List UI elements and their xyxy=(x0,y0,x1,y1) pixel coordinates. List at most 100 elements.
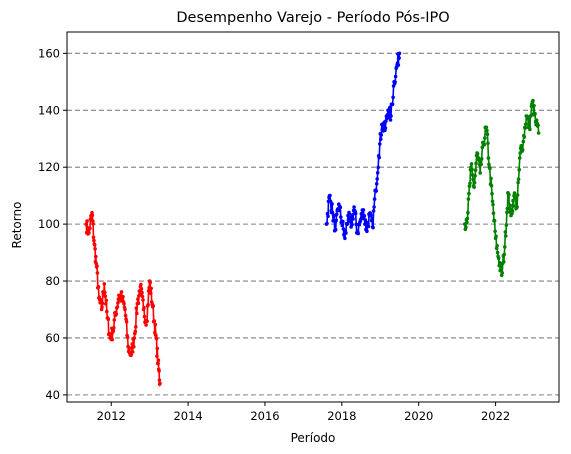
data-point xyxy=(118,293,123,297)
y-axis-label: Retorno xyxy=(10,202,24,249)
data-point xyxy=(139,282,143,287)
data-point xyxy=(135,311,139,316)
data-point xyxy=(116,301,120,305)
data-point xyxy=(505,210,509,215)
data-point xyxy=(390,102,395,107)
data-point xyxy=(134,306,139,310)
grid-lines xyxy=(67,52,559,396)
data-point xyxy=(124,319,129,324)
data-point xyxy=(491,211,496,215)
data-point xyxy=(378,142,382,146)
data-point xyxy=(334,212,339,217)
data-point xyxy=(486,156,491,160)
data-point xyxy=(397,51,402,56)
data-point xyxy=(91,219,95,223)
data-point xyxy=(154,333,158,337)
x-axis-label: Período xyxy=(291,431,336,445)
data-point xyxy=(517,167,521,172)
data-point xyxy=(141,298,145,302)
data-point xyxy=(334,218,339,223)
data-point xyxy=(504,234,508,238)
data-point xyxy=(511,198,515,203)
data-point xyxy=(489,183,494,188)
data-point xyxy=(134,325,138,329)
data-point xyxy=(483,136,487,140)
data-point xyxy=(339,215,343,219)
data-point xyxy=(471,177,475,182)
data-point xyxy=(156,358,161,363)
data-point xyxy=(397,56,401,60)
data-point xyxy=(375,171,380,175)
data-point xyxy=(531,98,535,103)
data-point xyxy=(356,231,361,236)
x-tick-label: 2016 xyxy=(250,409,279,423)
data-point xyxy=(146,289,151,293)
data-point xyxy=(536,131,541,135)
series-1 xyxy=(84,210,162,388)
data-point xyxy=(495,243,499,248)
data-point xyxy=(110,337,115,342)
data-point xyxy=(370,216,374,221)
data-point xyxy=(88,226,92,231)
data-point xyxy=(513,196,518,200)
data-point xyxy=(489,176,493,181)
data-point xyxy=(88,217,93,221)
y-tick-label: 140 xyxy=(38,103,60,117)
data-point xyxy=(103,294,108,299)
data-point xyxy=(529,114,533,118)
data-point xyxy=(465,216,470,221)
data-point xyxy=(502,252,507,257)
data-point xyxy=(503,245,507,249)
data-point xyxy=(341,219,345,224)
data-point xyxy=(523,126,528,130)
data-point xyxy=(146,303,150,307)
data-point xyxy=(112,326,116,330)
x-tick-label: 2022 xyxy=(481,409,510,423)
data-point xyxy=(359,212,364,216)
data-point xyxy=(148,291,153,296)
data-point xyxy=(469,162,474,166)
data-point xyxy=(352,205,356,209)
data-point xyxy=(482,142,487,147)
data-point xyxy=(521,139,526,144)
data-point xyxy=(464,225,468,230)
y-tick-label: 80 xyxy=(45,274,60,288)
data-point xyxy=(511,204,516,208)
data-point xyxy=(484,125,489,130)
data-point xyxy=(383,126,388,130)
data-point xyxy=(114,312,119,317)
data-point xyxy=(130,342,134,346)
y-tick-label: 40 xyxy=(45,388,60,402)
data-point xyxy=(156,361,160,366)
data-point xyxy=(491,202,495,207)
data-point xyxy=(503,230,508,234)
data-point xyxy=(391,95,395,100)
data-point xyxy=(512,191,517,195)
data-point xyxy=(371,209,376,213)
data-point xyxy=(330,202,334,206)
data-point xyxy=(145,319,149,324)
data-point xyxy=(532,103,536,108)
data-point xyxy=(123,307,127,312)
data-point xyxy=(115,305,120,309)
data-point xyxy=(388,118,393,122)
data-point xyxy=(474,161,478,166)
data-point xyxy=(372,205,376,209)
data-point xyxy=(496,256,501,261)
data-point xyxy=(148,280,152,285)
data-point xyxy=(337,208,342,213)
data-point xyxy=(466,197,471,201)
data-point xyxy=(495,250,500,255)
data-point xyxy=(486,141,490,145)
data-point xyxy=(121,294,125,299)
data-point xyxy=(363,218,368,222)
data-point xyxy=(155,346,160,351)
data-point xyxy=(102,282,107,286)
data-point xyxy=(488,166,492,171)
data-point xyxy=(142,305,146,310)
data-point xyxy=(376,165,381,170)
data-point xyxy=(104,298,109,303)
data-point xyxy=(365,229,369,233)
x-tick-label: 2012 xyxy=(97,409,126,423)
